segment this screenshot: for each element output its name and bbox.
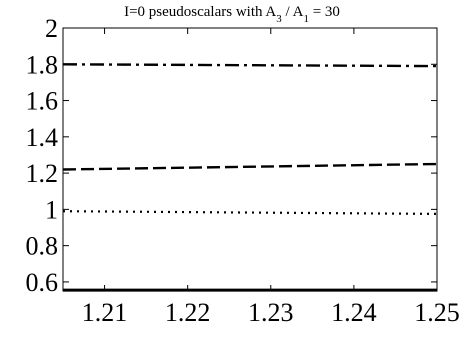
x-tick-label: 1.23 (248, 298, 294, 327)
plot-area (62, 27, 438, 292)
x-tick-label: 1.22 (165, 298, 211, 327)
x-tick-label: 1.25 (414, 298, 460, 327)
x-tick-label: 1.21 (82, 298, 128, 327)
y-axis: 0.6 0.8 1 1.2 1.4 1.6 1.8 2 (26, 14, 437, 297)
y-tick-label: 1.4 (26, 123, 59, 152)
y-tick-label: 1.2 (26, 159, 59, 188)
y-tick-label: 1 (45, 195, 58, 224)
series-line-dotted (62, 210, 438, 215)
series-group (62, 63, 438, 292)
y-tick-label: 1.6 (26, 87, 59, 116)
plot-frame (62, 27, 438, 292)
y-tick-label: 0.8 (26, 232, 59, 261)
x-axis: 1.21 1.22 1.23 1.24 1.25 (82, 28, 460, 327)
y-tick-label: 1.8 (26, 50, 59, 79)
y-tick-label: 2 (45, 14, 58, 43)
x-tick-label: 1.24 (331, 298, 377, 327)
chart-title: I=0 pseudoscalars with A3 / A1 = 30 (124, 4, 340, 25)
series-line-dashdot (62, 63, 438, 68)
y-tick-label: 0.6 (26, 268, 59, 297)
series-line-dashed (62, 162, 438, 171)
